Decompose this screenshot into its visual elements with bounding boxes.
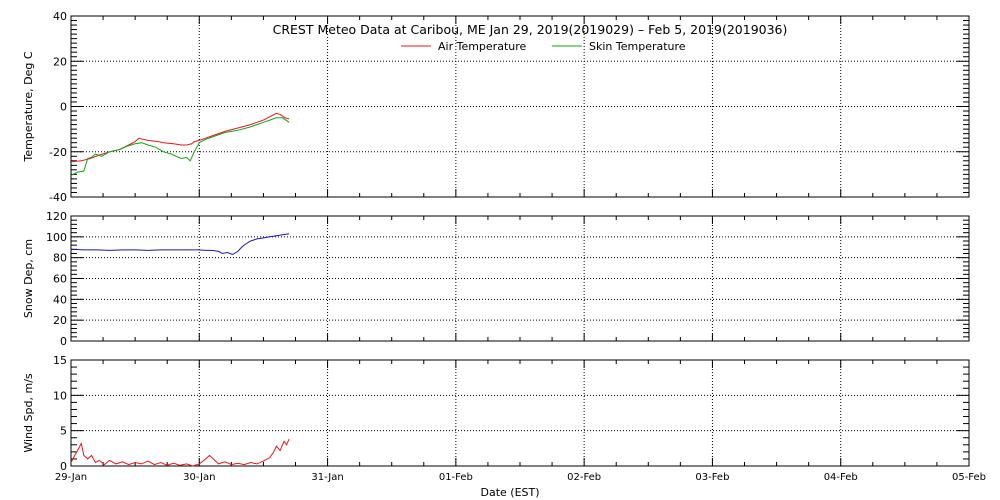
y-axis-label: Temperature, Deg C: [22, 51, 35, 162]
x-tick-label: 01-Feb: [439, 472, 473, 483]
y-tick-label: 40: [53, 293, 67, 306]
x-tick-label: 31-Jan: [311, 472, 343, 483]
y-tick-label: 0: [60, 460, 67, 473]
panel-0: -40 -20 0 20 40 Temperature, Deg C Air Tempera…: [22, 10, 970, 204]
panel-1: 0 20 40 60 80 100 120 Snow Dep, cm: [22, 210, 970, 348]
y-tick-label: 0: [60, 335, 67, 348]
x-axis-label: Date (EST): [480, 486, 539, 499]
legend-label: Air Temperature: [438, 40, 527, 53]
x-tick-label: 05-Feb: [952, 472, 986, 483]
panel-2: 0 5 10 15 Wind Spd, m/s: [22, 354, 970, 473]
legend-label: Skin Temperature: [589, 40, 686, 53]
x-tick-label: 04-Feb: [824, 472, 858, 483]
y-tick-label: 100: [46, 231, 67, 244]
y-tick-label: 40: [53, 10, 67, 23]
x-tick-label: 30-Jan: [183, 472, 215, 483]
x-tick-label: 29-Jan: [55, 472, 87, 483]
y-tick-label: 80: [53, 252, 67, 265]
y-tick-label: 5: [60, 425, 67, 438]
y-axis-label: Snow Dep, cm: [22, 239, 35, 318]
y-tick-label: 0: [60, 101, 67, 114]
y-tick-label: 20: [53, 314, 67, 327]
y-axis-label: Wind Spd, m/s: [22, 373, 35, 453]
series-line-1-0: [70, 233, 290, 256]
series-line-0-1: [70, 117, 290, 176]
y-tick-label: 20: [53, 55, 67, 68]
y-tick-label: 120: [46, 210, 67, 223]
y-tick-label: 10: [53, 389, 67, 402]
x-tick-label: 03-Feb: [695, 472, 729, 483]
series-line-2-0: [70, 438, 290, 467]
plot-frame: [70, 359, 970, 467]
y-tick-label: -40: [49, 191, 67, 204]
y-tick-label: -20: [49, 146, 67, 159]
y-tick-label: 60: [53, 273, 67, 286]
chart-title: CREST Meteo Data at Caribou, ME Jan 29, …: [273, 22, 788, 37]
y-tick-label: 15: [53, 354, 67, 367]
x-tick-label: 02-Feb: [567, 472, 601, 483]
plot-frame: [70, 215, 970, 342]
